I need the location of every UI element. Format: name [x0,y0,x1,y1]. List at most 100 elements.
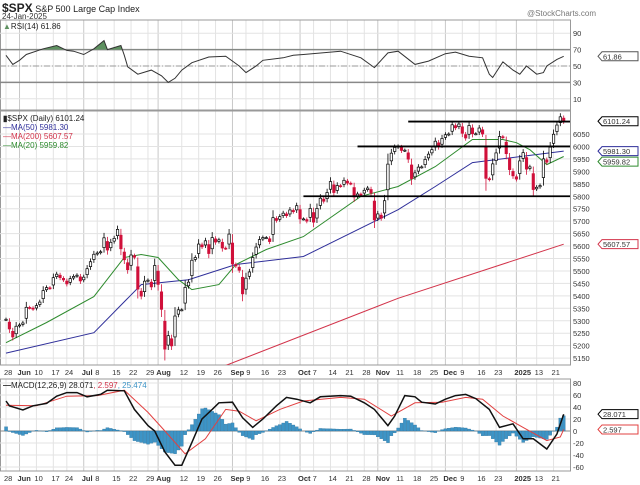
rsi-axis-label: 90 [573,29,581,38]
candle-body [487,178,491,181]
histogram-bar [180,430,184,447]
candle-body [112,237,116,242]
macd-signal-legend-text: , 2.597 [93,381,118,390]
candle-body [214,238,218,243]
histogram-bar [68,427,72,432]
histogram-bar [230,422,235,432]
candle-body [247,271,251,277]
histogram-bar [261,430,265,433]
ma200-value-tag-text: 5607.57 [603,240,630,249]
histogram-bar [443,428,448,432]
candle-body [126,262,130,271]
histogram-bar [406,420,410,432]
macd-value-tag-box [597,409,639,420]
histogram-bar [376,430,380,437]
histogram-bar [257,430,262,434]
histogram-bar [389,430,394,436]
candle-body [88,261,93,267]
candle-body [430,149,434,154]
candle-body [413,172,417,178]
ma50-line [5,150,564,354]
candle-body [95,252,99,255]
date-axis-label: 19 [197,474,205,483]
candle-body [254,246,258,255]
date-axis-label: 13 [535,368,543,377]
date-axis-label: 8 [95,368,99,377]
date-axis-label: 25 [430,474,438,483]
candle-body [149,281,153,288]
date-axis-label: 15 [112,368,120,377]
candle-body [58,274,62,279]
date-axis-label: Nov [376,474,391,483]
date-axis-label: 28 [362,474,370,483]
candle-body [159,291,164,310]
date-axis-label: Sep [230,474,244,483]
candle-body [244,277,248,290]
candle-body [450,124,454,132]
candle-body [237,266,241,271]
price-axis-label: 5400 [573,292,590,301]
histogram-bar [220,419,225,432]
histogram-bar [254,430,258,435]
candle-body [548,146,552,159]
histogram-bar [372,430,377,436]
histogram-bar [467,428,471,432]
candle-body [109,241,113,249]
histogram-bar [460,427,465,432]
histogram-bar [105,427,110,432]
candle-body [386,163,390,191]
date-axis-label: 9 [460,474,464,483]
date-axis-label: 29 [146,368,154,377]
date-axis-label: Nov [376,368,391,377]
histogram-bar [122,430,127,432]
candle-body [335,185,339,191]
histogram-bar [440,429,444,432]
price-legend: ▮$SPX (Daily) 6101.24 —MA(50) 5981.30 —M… [3,114,84,150]
histogram-bar [183,430,187,435]
candle-body [426,153,431,159]
macd-axis-label: -40 [573,451,584,460]
histogram-bar [291,424,296,432]
candle-body [420,166,424,169]
candle-body [531,173,535,190]
histogram-bar [227,423,231,432]
candle-body [291,210,295,213]
candle-body [264,237,268,239]
histogram-bar [366,430,370,435]
macd-axis-label: 40 [573,403,581,412]
histogram-bar [352,430,356,432]
rsi-legend-text: RSI(14) 61.86 [10,22,61,31]
histogram-bar [109,428,113,432]
candle-body [115,229,120,236]
date-axis-label: Aug [156,474,171,483]
date-axis-label: 14 [328,368,336,377]
candle-body [176,309,180,315]
rsi-axis-label: 30 [573,78,581,87]
candle-body [55,273,59,277]
price-panel-border [0,110,571,366]
histogram-bar [514,430,519,437]
candle-body [504,141,508,155]
histogram-bar [416,427,421,432]
candle-body [383,200,387,214]
histogram-bar [224,423,228,432]
date-axis-label: 11 [396,368,404,377]
candle-body [132,255,136,258]
ma50-value-tag-text: 5981.30 [603,147,630,156]
histogram-bar [210,411,214,432]
stockcharts-watermark: @StockCharts.com [526,9,596,18]
date-axis-label: 28 [4,368,12,377]
macd-legend-text: MACD(12,26,9) 28.071 [11,381,94,390]
histogram-bar [345,428,350,432]
histogram-bar [169,430,174,454]
price-axis-label: 5900 [573,167,590,176]
histogram-bar [507,430,512,437]
candle-body [180,309,184,312]
histogram-bar [328,428,333,432]
histogram-bar [267,428,272,432]
chart-date: 24-Jan-2025 [2,12,47,21]
candle-body [349,182,353,185]
macd-signal-line [5,389,565,455]
histogram-bar [240,430,245,436]
date-axis-label: 23 [494,368,502,377]
